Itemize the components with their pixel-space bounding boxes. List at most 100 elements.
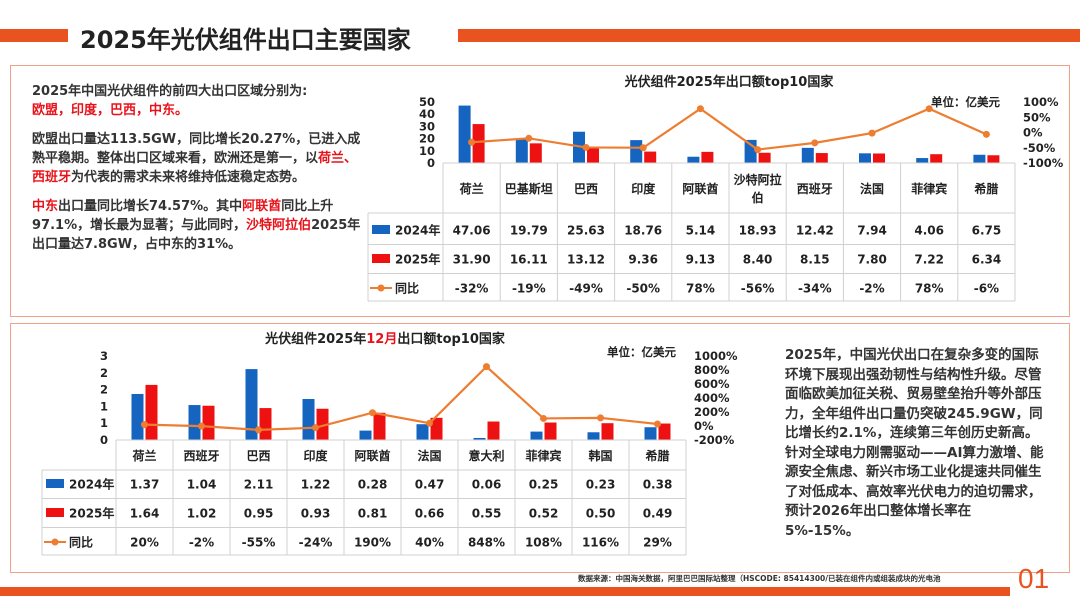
bar-2025-9 [658, 423, 671, 440]
chart-title: 光伏组件2025年12月出口额top10国家 [264, 331, 506, 347]
top-panel [10, 65, 1070, 317]
y-right-tick-label: 600% [694, 377, 730, 391]
y-right-tick-label: 800% [694, 363, 730, 377]
table-value: 31.90 [453, 253, 491, 267]
legend-label: 2024年 [69, 477, 114, 492]
bar-2025-0 [472, 124, 485, 163]
table-value: 78% [686, 282, 715, 296]
table-value: 0.47 [415, 478, 445, 492]
table-value: 47.06 [453, 224, 491, 238]
category-label: 巴西 [246, 449, 270, 463]
legend-swatch-yoy-dot [51, 538, 59, 546]
bar-2024-1 [515, 138, 528, 163]
yoy-point-7 [540, 414, 547, 422]
category-label: 阿联酋 [682, 181, 718, 196]
bar-2024-4 [687, 156, 700, 163]
legend-swatch-2024 [46, 479, 64, 488]
y-left-tick-label: 20 [419, 132, 435, 146]
y-right-tick-label: 200% [694, 405, 730, 419]
table-value: 9.36 [628, 253, 658, 267]
y-left-tick-label: 50 [419, 95, 435, 109]
eu-text-b: 为代表的需求未来将维持低速稳定态势。 [71, 170, 306, 185]
bar-2025-6 [815, 153, 828, 163]
y-left-tick-label: 1 [100, 416, 108, 430]
yoy-point-5 [754, 146, 762, 154]
legend-label: 同比 [395, 281, 419, 296]
category-label: 荷兰 [459, 181, 484, 196]
y-right-tick-label: -100% [1023, 156, 1064, 170]
chart-title-highlight: 12月 [366, 332, 397, 347]
bar-2025-7 [873, 153, 885, 163]
regions-line: 欧盟，印度，巴西，中东。 [32, 103, 189, 118]
yoy-line [144, 365, 658, 431]
y-left-tick-label: 3 [100, 349, 108, 363]
yoy-point-3 [639, 144, 647, 152]
table-value: 1.22 [301, 478, 331, 492]
yoy-point-8 [925, 105, 933, 113]
table-value: 6.75 [972, 224, 1002, 238]
table-value: 25.63 [567, 224, 605, 238]
y-right-tick-label: 50% [1023, 110, 1051, 124]
bar-2025-5 [758, 152, 771, 163]
bar-2024-7 [859, 153, 871, 163]
bar-2025-3 [316, 408, 329, 440]
bar-2024-6 [801, 147, 814, 163]
intro-line: 2025年中国光伏组件的前四大出口区域分别为: [32, 84, 308, 99]
table-value: 9.13 [686, 253, 716, 267]
me-text-a: 出口量同比增长74.57%。其中 [58, 199, 243, 214]
table-value: 8.15 [800, 253, 830, 267]
bar-2025-6 [487, 421, 500, 440]
me-highlight-3: 沙特阿拉伯 [246, 218, 312, 233]
table-value: 29% [643, 536, 672, 550]
table-value: -32% [455, 282, 489, 296]
bar-2024-3 [630, 140, 643, 163]
bar-2025-0 [145, 384, 158, 440]
table-value: -19% [512, 282, 546, 296]
table-value: 7.94 [857, 224, 887, 238]
table-value: 78% [915, 282, 944, 296]
chart-unit-label: 单位：亿美元 [931, 95, 1000, 109]
yoy-point-6 [483, 363, 490, 371]
bar-2025-1 [202, 405, 215, 440]
bar-2024-6 [473, 437, 486, 440]
bar-2025-3 [644, 151, 657, 163]
table-value: 0.95 [244, 507, 274, 521]
table-value: 18.76 [624, 224, 662, 238]
table-value: 18.93 [739, 224, 777, 238]
category-label: 意大利 [468, 448, 504, 463]
bar-2025-5 [430, 417, 443, 440]
yoy-point-8 [597, 414, 604, 422]
y-left-tick-label: 30 [419, 119, 435, 133]
table-value: 0.50 [586, 507, 616, 521]
table-value: 190% [354, 536, 391, 550]
table-value: 0.25 [529, 478, 559, 492]
table-value: 0.52 [529, 507, 559, 521]
yoy-point-1 [525, 134, 533, 142]
category-label: 西班牙 [797, 181, 833, 196]
yoy-point-1 [198, 422, 205, 430]
chart-title-part: 光伏组件2025年 [264, 331, 366, 347]
table-value: 12.42 [796, 224, 834, 238]
legend-swatch-2025 [372, 254, 390, 263]
y-left-tick-label: 0 [427, 156, 435, 170]
table-value: -56% [741, 282, 775, 296]
yoy-line [471, 107, 987, 151]
bar-2024-9 [644, 427, 657, 440]
y-right-tick-label: 0% [694, 419, 714, 433]
bar-2025-2 [587, 146, 599, 163]
table-value: 40% [415, 536, 444, 550]
yoy-point-9 [982, 130, 990, 138]
category-label: 巴基斯坦 [505, 181, 553, 196]
yoy-point-0 [468, 138, 476, 146]
category-label: 希腊 [644, 448, 669, 463]
legend-label: 2025年 [395, 252, 440, 267]
category-label: 印度 [303, 448, 328, 463]
y-right-tick-label: 1000% [694, 349, 738, 363]
table-value: 13.12 [567, 253, 605, 267]
table-value: 0.49 [643, 507, 673, 521]
bar-2024-2 [245, 369, 258, 440]
table-value: -24% [299, 536, 333, 550]
middle-east-paragraph: 中东出口量同比增长74.57%。其中阿联酋同比上升97.1%，增长最为显著；与此… [32, 197, 362, 254]
summary-text-top: 2025年中国光伏组件的前四大出口区域分别为: 欧盟，印度，巴西，中东。 欧盟出… [32, 82, 362, 254]
